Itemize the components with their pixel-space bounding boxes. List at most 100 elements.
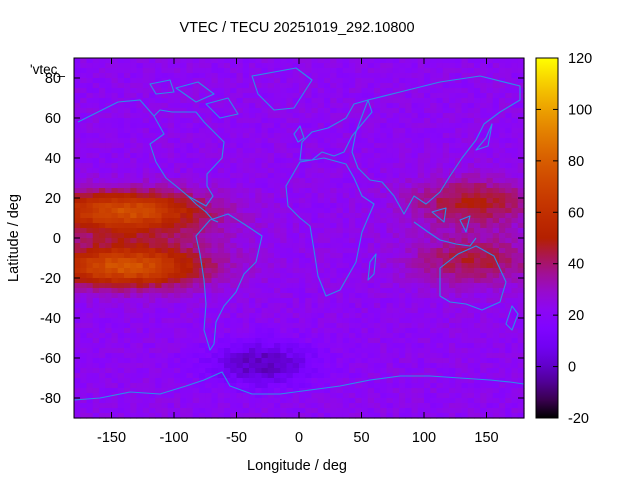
- heatmap-cell: [161, 138, 169, 144]
- heatmap-cell: [349, 303, 356, 309]
- heatmap-cell: [136, 373, 144, 379]
- heatmap-cell: [236, 353, 244, 359]
- heatmap-cell: [361, 138, 369, 144]
- heatmap-cell: [424, 233, 431, 239]
- heatmap-cell: [342, 338, 350, 344]
- heatmap-cell: [336, 213, 344, 219]
- heatmap-cell: [174, 238, 181, 244]
- heatmap-cell: [349, 388, 356, 394]
- heatmap-cell: [80, 268, 88, 274]
- heatmap-cell: [424, 353, 431, 359]
- heatmap-cell: [474, 368, 481, 374]
- heatmap-cell: [142, 273, 150, 279]
- heatmap-cell: [442, 178, 450, 184]
- heatmap-cell: [249, 253, 256, 259]
- heatmap-cell: [211, 413, 219, 419]
- heatmap-cell: [299, 58, 306, 64]
- heatmap-cell: [386, 203, 394, 209]
- heatmap-cell: [192, 148, 200, 154]
- heatmap-cell: [230, 353, 238, 359]
- heatmap-cell: [411, 108, 419, 114]
- heatmap-cell: [211, 68, 219, 74]
- heatmap-cell: [505, 83, 513, 89]
- heatmap-cell: [117, 193, 125, 199]
- heatmap-cell: [505, 113, 513, 119]
- heatmap-cell: [417, 158, 425, 164]
- heatmap-cell: [224, 273, 231, 279]
- heatmap-cell: [442, 408, 450, 414]
- heatmap-cell: [211, 83, 219, 89]
- heatmap-cell: [361, 163, 369, 169]
- heatmap-cell: [130, 228, 138, 234]
- heatmap-cell: [74, 168, 81, 174]
- heatmap-cell: [199, 298, 206, 304]
- heatmap-cell: [405, 158, 413, 164]
- heatmap-cell: [405, 233, 413, 239]
- heatmap-cell: [336, 318, 344, 324]
- heatmap-cell: [330, 248, 338, 254]
- heatmap-cell: [224, 348, 231, 354]
- heatmap-cell: [411, 213, 419, 219]
- heatmap-cell: [105, 113, 113, 119]
- heatmap-cell: [380, 113, 388, 119]
- heatmap-cell: [186, 318, 194, 324]
- heatmap-cell: [142, 158, 150, 164]
- heatmap-cell: [342, 128, 350, 134]
- heatmap-cell: [99, 203, 106, 209]
- heatmap-cell: [486, 263, 494, 269]
- heatmap-cell: [261, 228, 269, 234]
- heatmap-cell: [86, 358, 94, 364]
- heatmap-cell: [117, 78, 125, 84]
- heatmap-cell: [417, 378, 425, 384]
- heatmap-cell: [467, 278, 475, 284]
- heatmap-cell: [405, 268, 413, 274]
- heatmap-cell: [492, 173, 500, 179]
- heatmap-cell: [136, 383, 144, 389]
- heatmap-cell: [199, 323, 206, 329]
- heatmap-cell: [436, 328, 444, 334]
- heatmap-cell: [142, 228, 150, 234]
- heatmap-cell: [355, 263, 363, 269]
- heatmap-cell: [449, 103, 456, 109]
- heatmap-cell: [205, 143, 213, 149]
- heatmap-cell: [449, 413, 456, 419]
- heatmap-cell: [486, 238, 494, 244]
- heatmap-cell: [486, 148, 494, 154]
- heatmap-cell: [249, 183, 256, 189]
- heatmap-cell: [236, 113, 244, 119]
- heatmap-cell: [492, 68, 500, 74]
- heatmap-cell: [380, 313, 388, 319]
- heatmap-cell: [117, 248, 125, 254]
- heatmap-cell: [180, 343, 188, 349]
- heatmap-cell: [386, 208, 394, 214]
- heatmap-cell: [242, 378, 250, 384]
- heatmap-cell: [455, 388, 463, 394]
- heatmap-cell: [136, 58, 144, 64]
- heatmap-cell: [124, 408, 131, 414]
- heatmap-cell: [474, 338, 481, 344]
- heatmap-cell: [480, 343, 488, 349]
- heatmap-cell: [436, 363, 444, 369]
- heatmap-cell: [74, 113, 81, 119]
- heatmap-cell: [280, 213, 288, 219]
- heatmap-cell: [261, 213, 269, 219]
- heatmap-cell: [336, 368, 344, 374]
- heatmap-cell: [80, 183, 88, 189]
- heatmap-cell: [149, 158, 156, 164]
- heatmap-cell: [311, 288, 319, 294]
- heatmap-cell: [80, 83, 88, 89]
- heatmap-cell: [342, 78, 350, 84]
- heatmap-cell: [424, 123, 431, 129]
- heatmap-cell: [386, 63, 394, 69]
- heatmap-cell: [155, 393, 163, 399]
- heatmap-cell: [255, 218, 263, 224]
- heatmap-cell: [274, 283, 281, 289]
- heatmap-cell: [449, 188, 456, 194]
- heatmap-cell: [86, 308, 94, 314]
- heatmap-cell: [161, 93, 169, 99]
- heatmap-cell: [255, 93, 263, 99]
- heatmap-cell: [311, 308, 319, 314]
- heatmap-cell: [449, 208, 456, 214]
- heatmap-cell: [224, 308, 231, 314]
- heatmap-cell: [361, 213, 369, 219]
